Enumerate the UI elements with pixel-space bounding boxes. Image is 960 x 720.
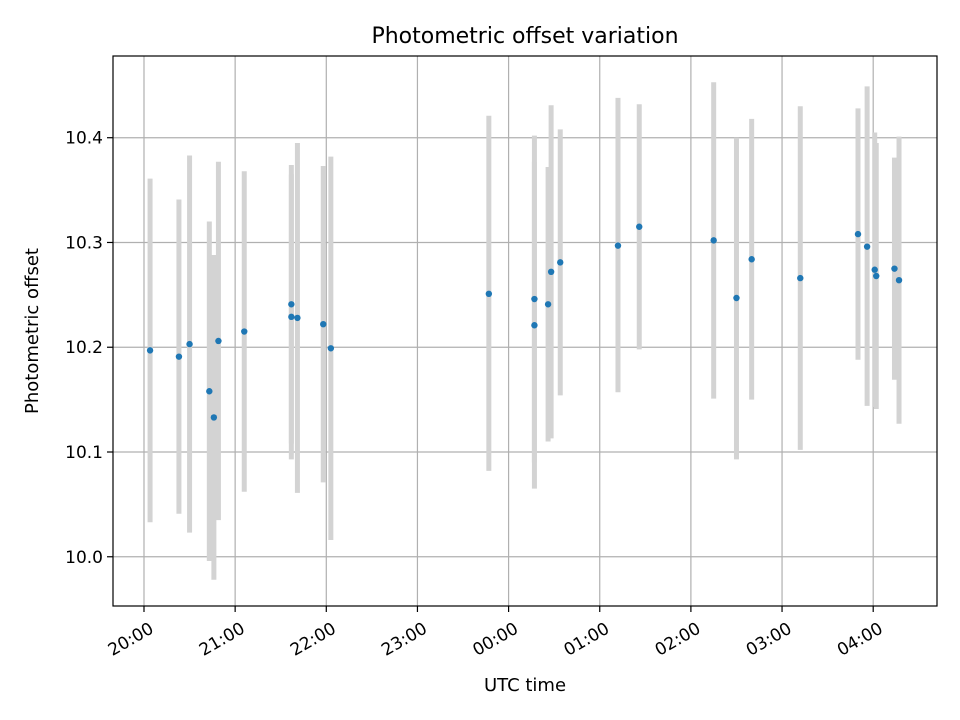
x-tick-label: 20:00 — [105, 619, 157, 661]
data-point — [210, 414, 218, 421]
x-tick-label: 21:00 — [196, 619, 248, 661]
data-point — [636, 223, 643, 230]
data-point — [547, 268, 555, 276]
y-tick-label: 10.4 — [65, 129, 103, 149]
data-point — [146, 347, 154, 354]
data-point — [710, 237, 717, 244]
y-axis-label: Photometric offset — [22, 248, 43, 414]
data-point — [891, 265, 898, 272]
x-tick-label: 03:00 — [743, 619, 795, 661]
data-point — [748, 256, 755, 263]
data-point — [327, 345, 335, 352]
data-point — [557, 259, 564, 266]
x-tick-label: 23:00 — [378, 619, 430, 661]
data-point — [854, 230, 862, 238]
data-point — [241, 328, 248, 335]
y-tick-label: 10.2 — [65, 338, 103, 358]
point-layer — [146, 223, 903, 421]
data-point — [320, 320, 327, 328]
data-point — [288, 301, 295, 308]
data-point — [294, 314, 301, 322]
data-point — [186, 340, 193, 348]
data-point — [733, 294, 740, 302]
y-tick-label: 10.3 — [65, 233, 103, 253]
data-point — [895, 276, 903, 284]
data-point — [797, 274, 804, 282]
data-point — [175, 353, 183, 360]
data-point — [531, 295, 538, 303]
data-point — [288, 313, 295, 321]
x-tick-label: 04:00 — [834, 619, 886, 661]
x-axis-ticks: 20:00 21:00 22:00 23:00 00:00 01:00 02:00 03:00… — [105, 606, 886, 661]
x-tick-label: 02:00 — [652, 619, 704, 661]
data-point — [485, 290, 493, 298]
x-axis-label: UTC time — [484, 675, 566, 696]
chart-title: Photometric offset variation — [371, 24, 678, 49]
y-tick-label: 10.0 — [65, 548, 103, 568]
data-point — [863, 243, 871, 250]
errorbar-layer — [147, 82, 902, 580]
data-point — [215, 337, 222, 345]
grid-layer — [113, 56, 937, 606]
data-point — [531, 322, 538, 329]
x-tick-label: 00:00 — [469, 619, 521, 661]
data-point — [614, 242, 622, 249]
x-tick-label: 01:00 — [561, 619, 613, 661]
x-tick-label: 22:00 — [287, 619, 339, 661]
y-axis-ticks: 10.0 10.1 10.2 10.3 10.4 — [65, 129, 113, 568]
y-tick-label: 10.1 — [65, 443, 103, 463]
plot-frame — [112, 55, 938, 607]
data-point — [871, 266, 878, 273]
data-point — [873, 272, 880, 280]
data-point — [206, 388, 213, 395]
data-point — [544, 301, 552, 308]
